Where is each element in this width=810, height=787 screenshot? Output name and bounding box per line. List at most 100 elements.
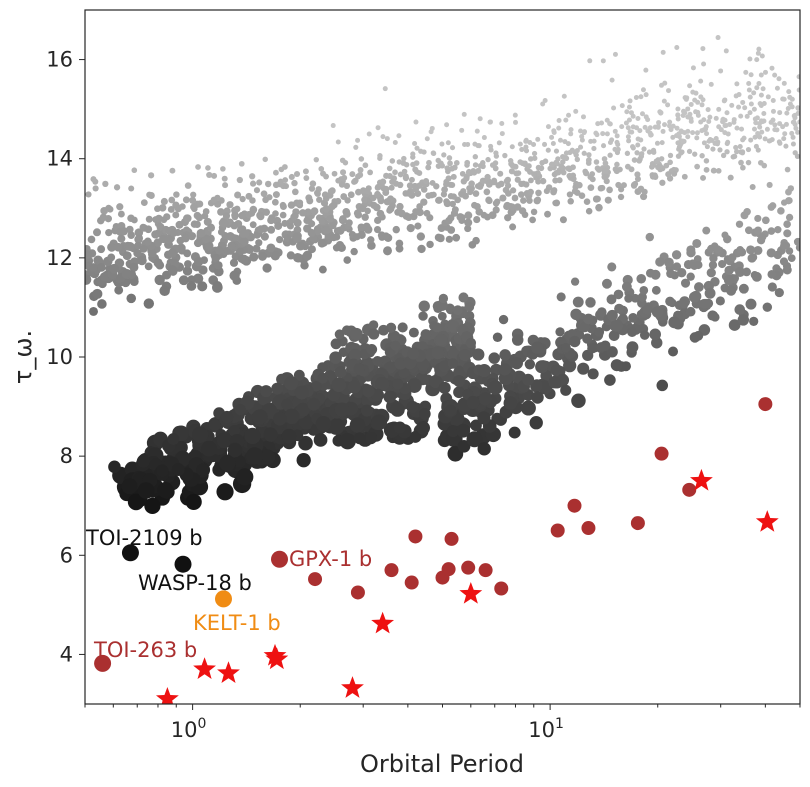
population-point [744,226,753,235]
population-point [313,433,328,447]
population-point [690,65,696,71]
population-point [614,303,625,314]
population-point [509,144,515,150]
population-point [374,190,381,198]
population-point [131,216,138,224]
population-point [416,208,424,217]
population-point [627,326,638,338]
population-point [745,159,752,166]
population-point [735,266,746,277]
population-point [749,316,759,326]
population-point [216,432,233,449]
population-point [626,138,632,144]
population-point [318,217,326,225]
population-point [664,257,674,268]
x-axis: 100 101 [84,704,801,742]
population-point [262,196,269,204]
population-point [412,166,419,173]
population-point [364,431,378,445]
population-point [683,259,694,270]
population-point [449,145,456,151]
population-point [667,159,673,166]
population-point [643,92,649,98]
population-point [637,292,647,302]
population-point [382,185,390,193]
population-point [206,223,216,232]
population-point [260,190,268,198]
population-point [446,319,460,333]
population-point [392,140,398,146]
population-point [513,203,522,211]
population-point [760,119,766,125]
population-point [97,299,107,309]
population-point [286,251,296,260]
population-point [626,117,632,123]
population-point [371,388,385,402]
population-point [429,125,435,131]
population-point [681,173,688,180]
population-point [193,273,204,284]
population-point [606,309,618,321]
annotations: TOI-2109 b WASP-18 b KELT-1 b TOI-263 b GPX-… [85,526,372,662]
population-point [601,156,608,162]
population-point [219,454,236,472]
population-point [401,168,408,175]
population-point [470,419,482,432]
population-point [722,130,728,136]
population-point [299,209,307,217]
population-point [756,46,762,52]
population-point [452,305,463,316]
population-point [685,134,691,140]
population-point [610,319,623,332]
population-point [619,103,625,109]
population-point [99,213,108,222]
red-point [630,516,645,531]
population-point [665,171,672,178]
population-point [725,139,731,145]
population-point [768,119,774,125]
population-point [785,213,794,222]
population-point [666,88,672,94]
population-point [204,241,214,251]
population-point [563,117,569,123]
population-point [457,213,466,222]
population-point [425,164,432,171]
y-axis-label: τ_ω. [9,330,37,384]
population-point [485,196,493,204]
population-point [498,363,512,376]
population-point [530,208,538,216]
population-point [428,191,435,199]
population-point [739,150,746,156]
population-point [619,124,625,130]
population-point [357,167,364,173]
population-point [191,426,209,444]
population-point [303,175,310,181]
population-point [561,343,571,353]
population-point [459,127,465,133]
population-point [746,245,756,255]
population-point [445,216,453,225]
population-point [504,182,512,189]
population-point [291,179,298,187]
population-point [735,220,744,228]
population-point [729,102,735,108]
population-point [453,374,466,388]
red-point [550,523,565,538]
population-point [600,58,606,64]
population-point [478,392,493,406]
population-point [705,107,711,113]
population-point [245,192,253,200]
population-point [453,160,460,166]
population-point [529,416,543,430]
population-point [675,112,681,118]
population-point [206,171,213,179]
population-point [611,105,617,111]
population-point [764,126,770,132]
red-point [654,446,669,461]
population-point [578,128,584,134]
population-point [761,216,770,225]
population-point [212,282,223,293]
population-point [184,260,192,268]
population-point [256,211,264,220]
